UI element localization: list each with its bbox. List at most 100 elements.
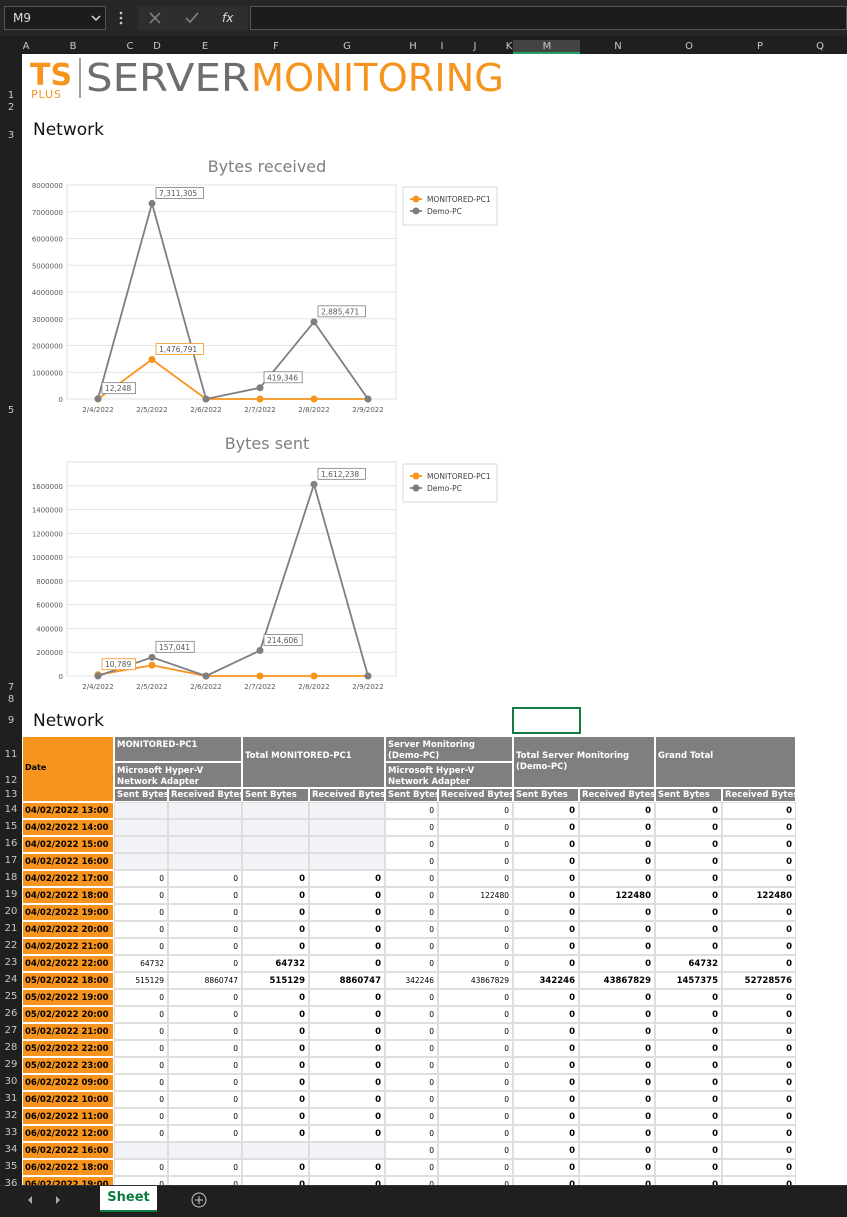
- column-subheader: Received Bytes: [168, 788, 242, 802]
- date-cell: 04/02/2022 19:00: [22, 904, 114, 921]
- value-cell: 0: [513, 955, 579, 972]
- next-sheet[interactable]: [56, 1196, 60, 1204]
- name-box[interactable]: M9: [4, 6, 106, 30]
- y-tick-label: 3000000: [32, 316, 63, 324]
- empty-cell: [168, 853, 242, 870]
- value-cell: 0: [579, 938, 655, 955]
- dropdown-arrow[interactable]: [91, 15, 101, 22]
- empty-cell: [309, 1142, 385, 1159]
- value-cell: 0: [438, 1125, 513, 1142]
- date-cell: 06/02/2022 19:00: [22, 1176, 114, 1185]
- row-header: 20: [4, 906, 18, 917]
- value-cell: 0: [309, 904, 385, 921]
- value-cell: 0: [513, 802, 579, 819]
- column-header: N: [614, 41, 622, 52]
- value-cell: 0: [579, 1125, 655, 1142]
- value-cell: 0: [438, 836, 513, 853]
- row-header: 30: [4, 1076, 18, 1087]
- value-cell: 0: [513, 1108, 579, 1125]
- value-cell: 0: [385, 989, 438, 1006]
- value-cell: 0: [309, 870, 385, 887]
- value-cell: 0: [655, 1159, 722, 1176]
- data-label-box: [155, 187, 204, 199]
- value-cell: 0: [309, 955, 385, 972]
- column-header: O: [685, 41, 693, 52]
- column-header: H: [409, 41, 417, 52]
- column-subheader: Received Bytes: [309, 788, 385, 802]
- value-cell: 0: [309, 1108, 385, 1125]
- value-cell: 0: [242, 1023, 309, 1040]
- value-cell: 342246: [513, 972, 579, 989]
- column-header: P: [756, 41, 764, 52]
- prev-sheet[interactable]: [28, 1196, 32, 1204]
- value-cell: 52728576: [722, 972, 796, 989]
- value-cell: 0: [309, 938, 385, 955]
- row-header: 33: [4, 1127, 18, 1138]
- value-cell: 0: [385, 1125, 438, 1142]
- value-cell: 0: [655, 904, 722, 921]
- function-icon[interactable]: fx: [222, 11, 234, 25]
- column-header: A: [22, 41, 30, 52]
- formula-input[interactable]: [250, 6, 847, 30]
- group-header: Grand Total: [655, 736, 796, 788]
- value-cell: 0: [168, 1040, 242, 1057]
- sheet-tab[interactable]: Sheet: [100, 1186, 157, 1212]
- y-tick-label: 8000000: [32, 182, 63, 190]
- value-cell: 0: [385, 887, 438, 904]
- row-header: 23: [4, 957, 18, 968]
- x-tick-label: 2/4/2022: [82, 406, 113, 414]
- legend-label: Demo-PC: [427, 484, 462, 493]
- selected-cell[interactable]: [512, 707, 581, 734]
- value-cell: 43867829: [438, 972, 513, 989]
- value-cell: 0: [579, 1057, 655, 1074]
- x-tick-label: 2/8/2022: [298, 406, 329, 414]
- row-header: 32: [4, 1110, 18, 1121]
- selected-column-header: [513, 40, 580, 54]
- y-tick-label: 7000000: [32, 209, 63, 217]
- value-cell: 0: [168, 870, 242, 887]
- value-cell: 0: [438, 955, 513, 972]
- value-cell: 0: [655, 1074, 722, 1091]
- column-header: I: [440, 41, 444, 52]
- group-header: MONITORED-PC1: [114, 736, 242, 762]
- enter-icon[interactable]: [185, 12, 199, 24]
- row-header: 2: [7, 102, 15, 113]
- row-header: 21: [4, 923, 18, 934]
- value-cell: 0: [579, 921, 655, 938]
- add-sheet[interactable]: [191, 1192, 207, 1208]
- value-cell: 0: [579, 1108, 655, 1125]
- value-cell: 0: [114, 1091, 168, 1108]
- y-tick-label: 0: [59, 673, 63, 681]
- cancel-icon[interactable]: [149, 12, 161, 24]
- value-cell: 0: [309, 921, 385, 938]
- value-cell: 0: [385, 1023, 438, 1040]
- section-title: Network: [33, 711, 104, 731]
- date-cell: 05/02/2022 20:00: [22, 1006, 114, 1023]
- data-point: [310, 480, 318, 488]
- value-cell: 0: [438, 921, 513, 938]
- row-header: 24: [4, 974, 18, 985]
- y-tick-label: 800000: [36, 578, 63, 586]
- row-header: 28: [4, 1042, 18, 1053]
- value-cell: 0: [722, 853, 796, 870]
- data-label: 10,789: [105, 660, 131, 669]
- value-cell: 0: [242, 1176, 309, 1185]
- value-cell: 0: [513, 1125, 579, 1142]
- value-cell: 0: [655, 802, 722, 819]
- y-tick-label: 2000000: [32, 343, 63, 351]
- column-header: K: [505, 41, 513, 52]
- y-tick-label: 600000: [36, 602, 63, 610]
- row-header: 1: [7, 90, 15, 101]
- row-header: 19: [4, 889, 18, 900]
- value-cell: 0: [579, 955, 655, 972]
- value-cell: 0: [579, 853, 655, 870]
- x-tick-label: 2/6/2022: [190, 683, 221, 691]
- value-cell: 0: [438, 870, 513, 887]
- legend-marker: [412, 472, 420, 480]
- row-header: 16: [4, 838, 18, 849]
- data-point: [94, 395, 102, 403]
- value-cell: 0: [722, 921, 796, 938]
- row-header: 27: [4, 1025, 18, 1036]
- value-cell: 0: [114, 1176, 168, 1185]
- value-cell: 0: [242, 1108, 309, 1125]
